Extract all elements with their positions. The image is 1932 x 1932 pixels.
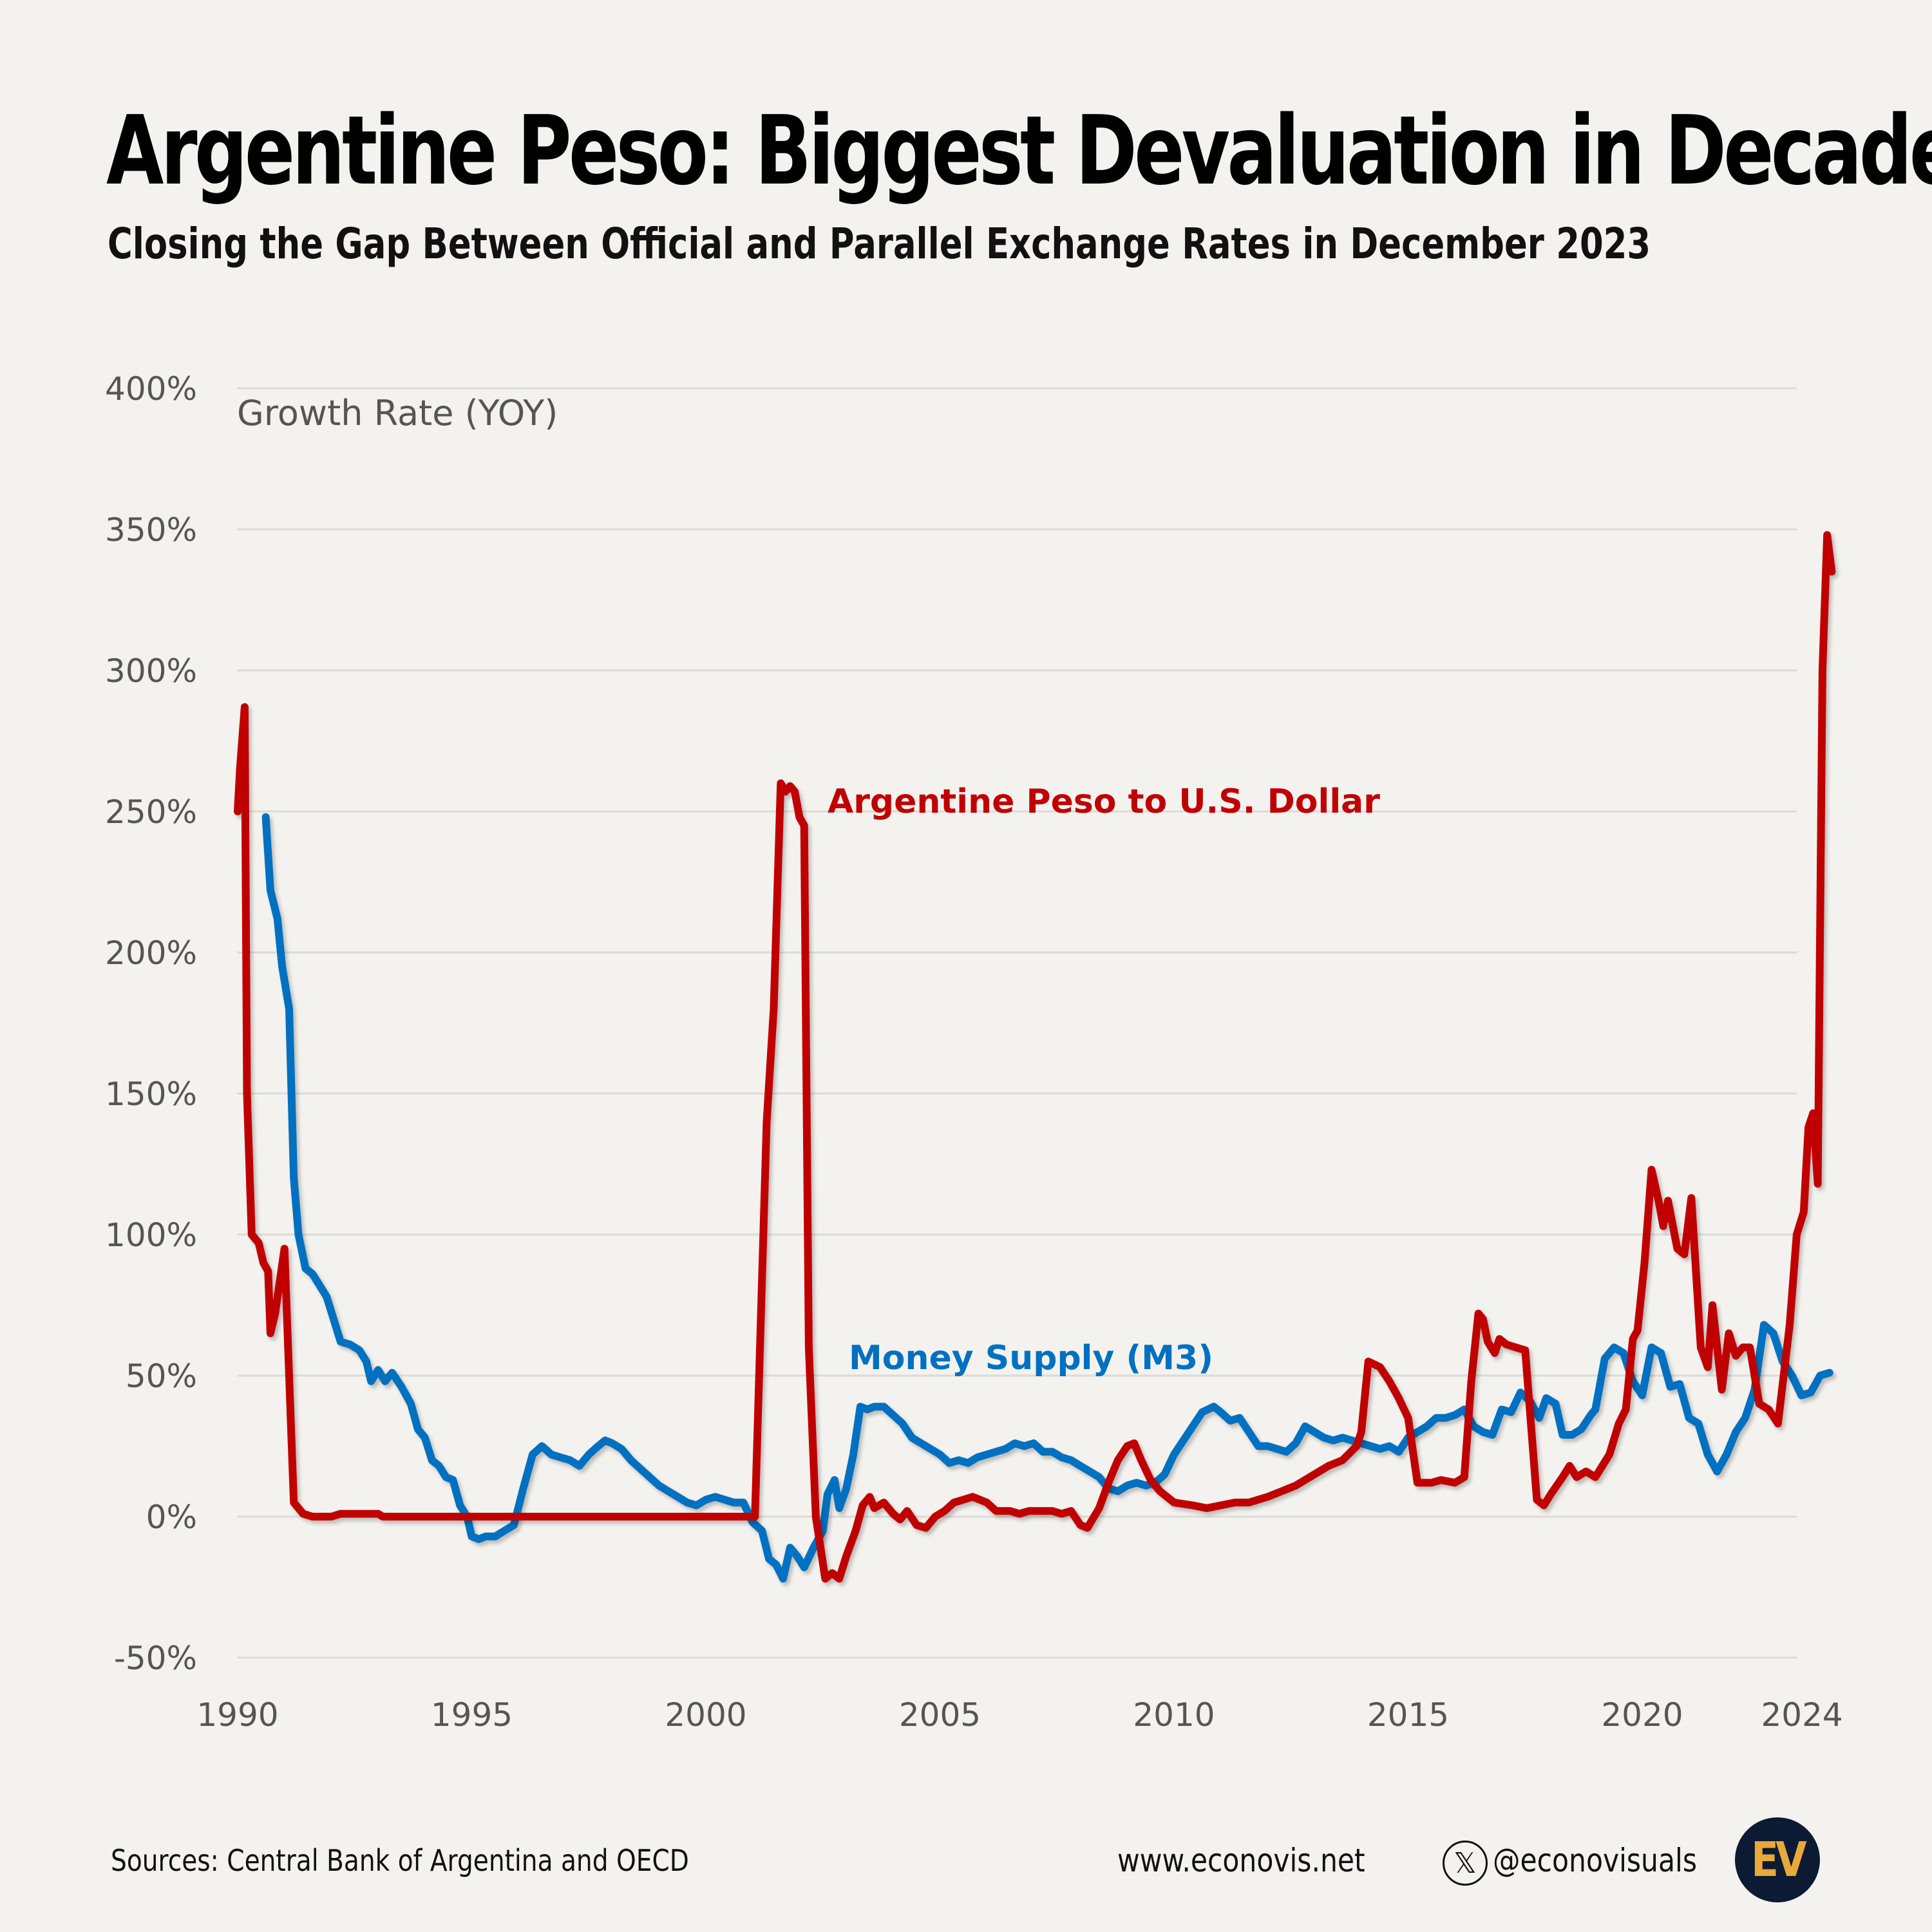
x-tick-label: 2010 <box>1133 1696 1215 1734</box>
y-tick-label: 0% <box>146 1499 197 1536</box>
y-tick-label: 300% <box>105 652 197 690</box>
y-tick-label: 400% <box>105 370 197 408</box>
m3-series-label: Money Supply (M3) <box>849 1339 1213 1378</box>
chart-subtitle: Closing the Gap Between Official and Par… <box>108 219 1651 269</box>
econovis-logo: EV <box>1735 1817 1820 1902</box>
social-handle[interactable]: @econovisuals <box>1493 1842 1697 1879</box>
chart-title: Argentine Peso: Biggest Devaluation in D… <box>106 95 1932 206</box>
x-tick-label: 1995 <box>431 1696 513 1734</box>
logo-text: EV <box>1751 1832 1807 1888</box>
series-layer <box>234 531 1836 1583</box>
y-tick-label: -50% <box>114 1640 197 1677</box>
x-glyph: 𝕏 <box>1454 1846 1477 1880</box>
x-tick-label: 1990 <box>196 1696 278 1734</box>
x-tick-label: 2005 <box>899 1696 981 1734</box>
sources-note: Sources: Central Bank of Argentina and O… <box>111 1843 689 1878</box>
y-tick-label: 250% <box>105 793 197 831</box>
y-tick-label: 350% <box>105 511 197 549</box>
y-tick-label: 150% <box>105 1075 197 1113</box>
y-tick-label: 200% <box>105 934 197 972</box>
y-tick-label: 100% <box>105 1217 197 1254</box>
y-axis-label: Growth Rate (YOY) <box>237 393 558 433</box>
x-tick-label: 2015 <box>1367 1696 1449 1734</box>
series-labels: Argentine Peso to U.S. Dollar Money Suppl… <box>828 782 1380 1378</box>
peso-usd-line <box>234 531 1836 1583</box>
y-tick-label: 50% <box>126 1358 197 1395</box>
x-tick-label: 2024 <box>1761 1696 1842 1734</box>
x-tick-label: 2000 <box>665 1696 746 1734</box>
website-link[interactable]: www.econovis.net <box>1117 1842 1365 1879</box>
y-axis: -50% 0% 50% 100% 150% 200% 250% 300% 350% 400% <box>105 370 197 1677</box>
money-supply-m3-line <box>261 813 1833 1583</box>
x-axis: 1990 1995 2000 2005 2010 2015 2020 2024 <box>196 1696 1842 1734</box>
peso-series-label: Argentine Peso to U.S. Dollar <box>828 782 1380 821</box>
gridlines <box>237 387 1797 1659</box>
x-tick-label: 2020 <box>1601 1696 1683 1734</box>
x-twitter-icon[interactable]: 𝕏 <box>1443 1841 1488 1886</box>
